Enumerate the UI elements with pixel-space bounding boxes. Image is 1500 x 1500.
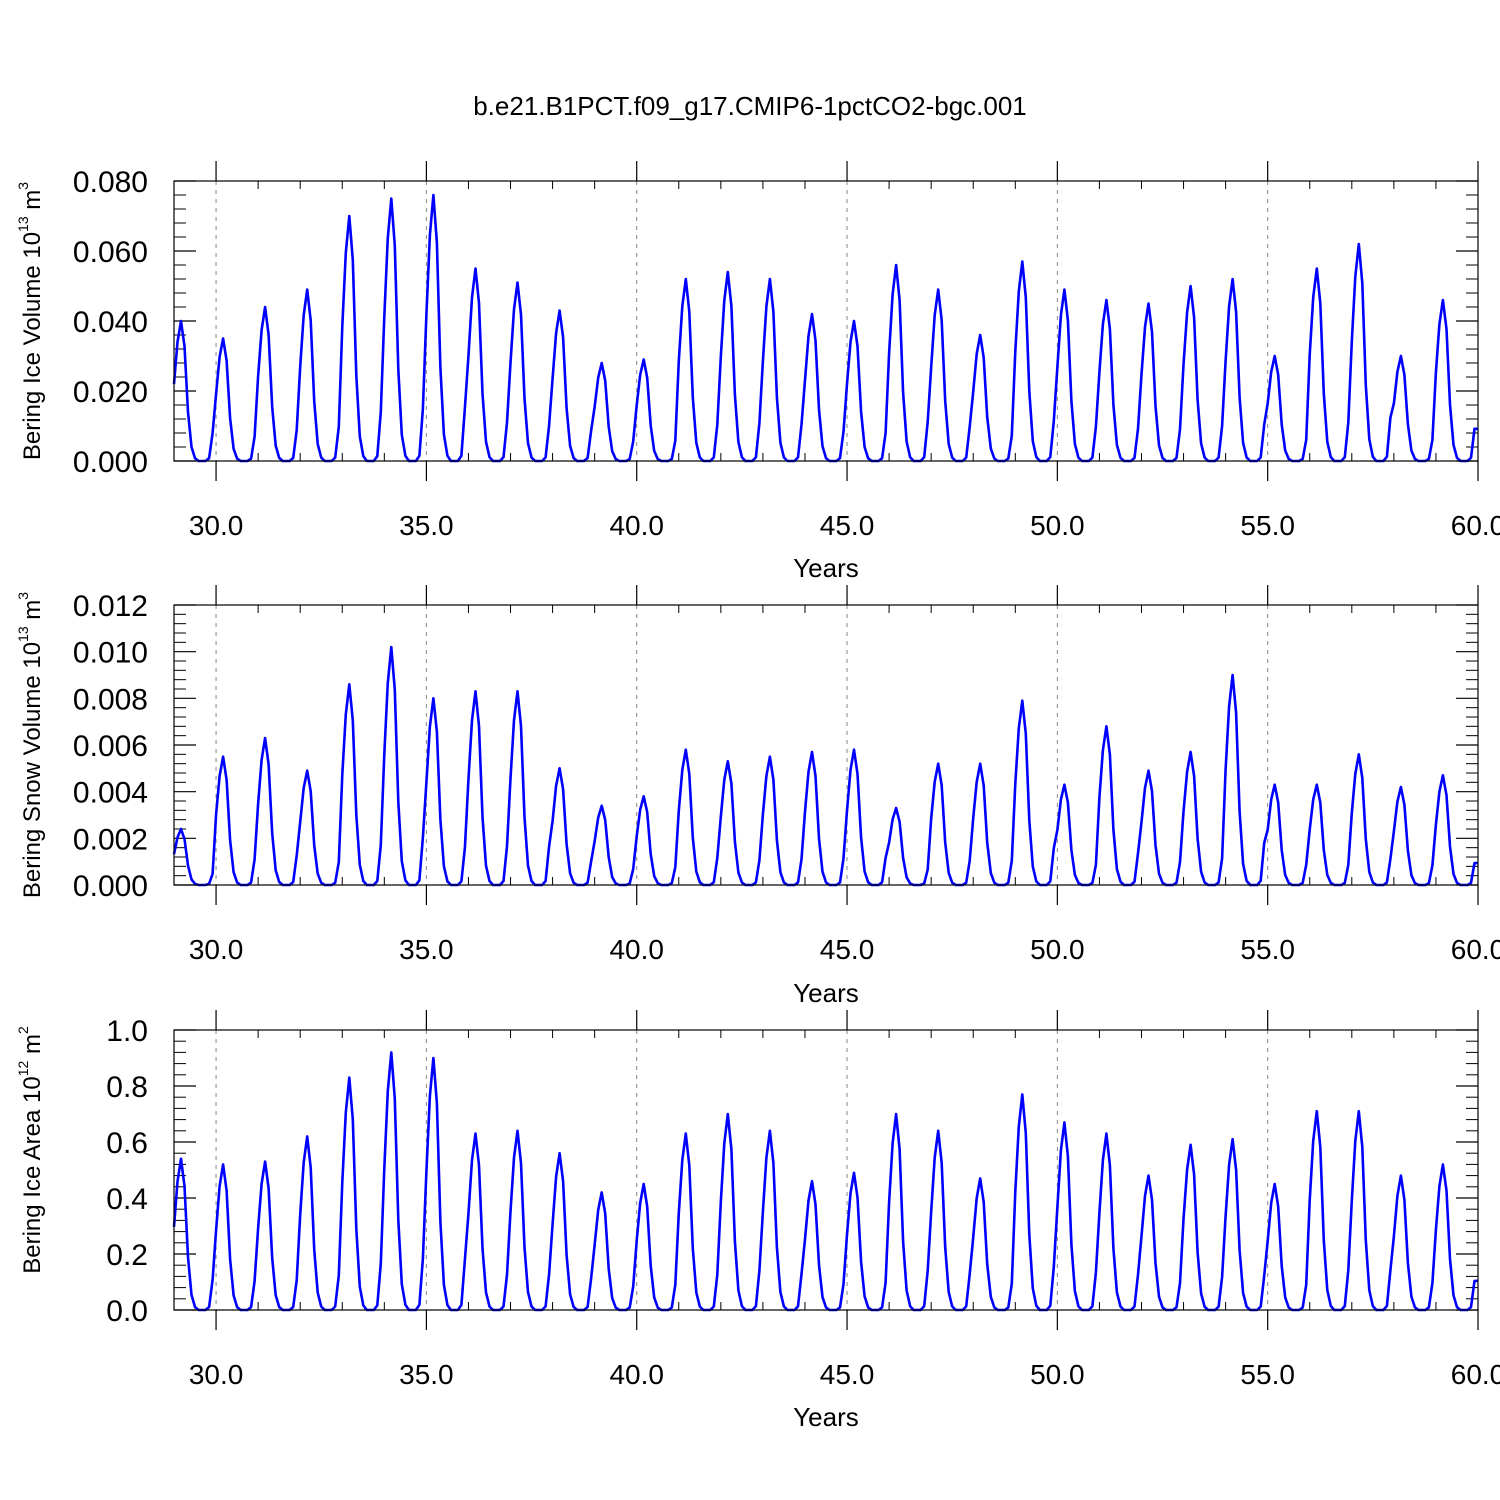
y-tick-label: 0.002 — [73, 823, 148, 856]
x-tick-label: 60.0 — [1451, 934, 1500, 965]
plot-frame — [173, 604, 1479, 886]
x-tick-label: 45.0 — [820, 510, 875, 541]
y-tick-label: 0.010 — [73, 637, 148, 670]
panel-ice-area: Bering Ice Area 1012 m2 Years 30.0 35.0 40… — [15, 1010, 1500, 1432]
y-axis-label: Bering Snow Volume 1013 m3 — [15, 592, 46, 898]
y-tick-label: 0.080 — [73, 166, 148, 199]
plot-frame — [173, 180, 1479, 462]
x-tick-label: 35.0 — [399, 510, 454, 541]
y-tick-label: 0.000 — [73, 870, 148, 903]
x-tick-label: 50.0 — [1030, 1359, 1085, 1390]
y-tick-label: 0.040 — [73, 306, 148, 339]
y-tick-label: 1.0 — [106, 1015, 148, 1048]
panel-snow-volume: Bering Snow Volume 1013 m3 Years 30.0 35.… — [15, 585, 1500, 1008]
x-tick-label: 45.0 — [820, 934, 875, 965]
x-tick-label: 30.0 — [189, 934, 244, 965]
y-tick-label: 0.006 — [73, 730, 148, 763]
x-tick-label: 40.0 — [609, 934, 664, 965]
x-tick-label: 35.0 — [399, 934, 454, 965]
y-axis-label: Bering Ice Volume 1013 m3 — [15, 182, 46, 460]
series-line — [172, 193, 1478, 463]
y-tick-label: 0.060 — [73, 236, 148, 269]
y-tick-label: 0.008 — [73, 683, 148, 716]
chart-title: b.e21.B1PCT.f09_g17.CMIP6-1pctCO2-bgc.00… — [473, 91, 1027, 121]
y-tick-label: 0.0 — [106, 1295, 148, 1328]
x-tick-label: 55.0 — [1240, 510, 1295, 541]
x-tick-label: 40.0 — [609, 1359, 664, 1390]
x-tick-label: 50.0 — [1030, 934, 1085, 965]
x-tick-label: 40.0 — [609, 510, 664, 541]
series-line — [172, 1051, 1478, 1312]
y-tick-label: 0.020 — [73, 376, 148, 409]
x-axis-label: Years — [793, 553, 859, 583]
x-tick-label: 60.0 — [1451, 1359, 1500, 1390]
x-tick-label: 60.0 — [1451, 510, 1500, 541]
x-tick-label: 55.0 — [1240, 1359, 1295, 1390]
x-tick-label: 30.0 — [189, 1359, 244, 1390]
y-tick-label: 0.4 — [106, 1183, 148, 1216]
x-axis-label: Years — [793, 1402, 859, 1432]
x-tick-label: 55.0 — [1240, 934, 1295, 965]
y-tick-label: 0.6 — [106, 1127, 148, 1160]
x-tick-label: 30.0 — [189, 510, 244, 541]
panel-ice-volume: Bering Ice Volume 1013 m3 Years 30.0 35.0… — [15, 161, 1500, 583]
y-axis-label: Bering Ice Area 1012 m2 — [15, 1026, 46, 1274]
y-tick-label: 0.004 — [73, 777, 148, 810]
x-tick-label: 50.0 — [1030, 510, 1085, 541]
plot-frame — [173, 1029, 1479, 1311]
y-tick-label: 0.2 — [106, 1239, 148, 1272]
x-axis-label: Years — [793, 978, 859, 1008]
series-line — [172, 645, 1478, 887]
y-tick-label: 0.000 — [73, 446, 148, 479]
y-tick-label: 0.8 — [106, 1071, 148, 1104]
y-tick-label: 0.012 — [73, 590, 148, 623]
x-tick-label: 35.0 — [399, 1359, 454, 1390]
x-tick-label: 45.0 — [820, 1359, 875, 1390]
